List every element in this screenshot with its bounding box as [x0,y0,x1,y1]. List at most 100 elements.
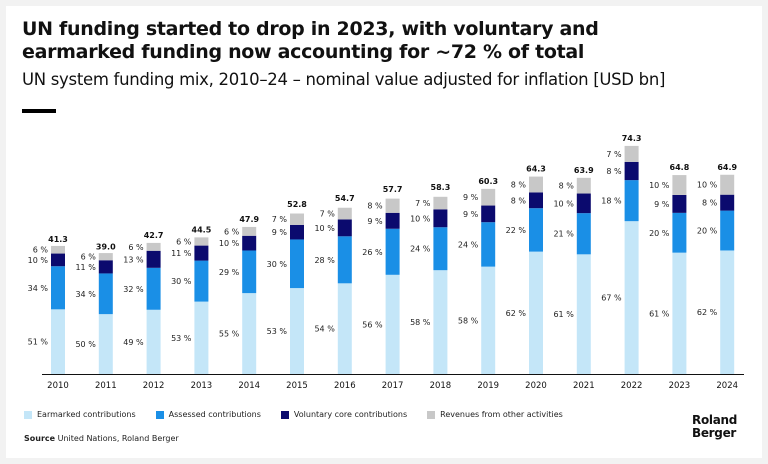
total-label: 64.8 [670,163,690,172]
x-tick-label: 2013 [191,381,213,391]
legend-item-assessed: Assessed contributions [155,410,261,419]
source-note: Source United Nations, Roland Berger [24,434,179,443]
bar-segment-earmarked [98,314,113,374]
x-tick-label: 2021 [573,381,595,391]
data-label-earmarked: 67 % [601,294,622,303]
total-label: 60.3 [478,177,498,186]
data-label-assessed: 34 % [75,290,96,299]
bar-segment-assessed [529,208,543,252]
data-label-other: 8 % [511,180,527,189]
total-label: 42.7 [144,231,164,240]
logo-line-2: Berger [692,426,737,440]
data-label-assessed: 21 % [553,230,574,239]
data-label-earmarked: 53 % [267,327,288,336]
data-label-voluntary: 11 % [75,263,96,272]
bar-segment-other [576,177,591,194]
source-label: Source [24,434,56,443]
bar-segment-assessed [242,250,257,294]
bar-segment-earmarked [529,251,543,374]
data-label-voluntary: 10 % [410,214,431,223]
data-label-other: 7 % [320,210,336,219]
data-label-earmarked: 58 % [410,318,431,327]
title-accent-bar [22,109,56,113]
total-label: 52.8 [287,200,307,209]
legend-label-assessed: Assessed contributions [168,410,261,419]
data-label-assessed: 30 % [267,260,288,269]
bar-segment-other [672,175,687,195]
bar-segment-assessed [146,267,161,310]
data-label-other: 8 % [559,182,575,191]
data-label-voluntary: 10 % [314,224,335,233]
data-label-earmarked: 61 % [649,309,670,318]
data-label-earmarked: 49 % [123,338,144,347]
x-tick-label: 2022 [621,381,643,391]
data-label-voluntary: 10 % [553,199,574,208]
data-label-assessed: 24 % [458,240,479,249]
data-label-voluntary: 10 % [28,256,49,265]
bar-segment-other [337,207,352,220]
data-label-assessed: 22 % [506,226,527,235]
bar-segment-other [433,196,448,210]
data-label-assessed: 26 % [362,248,383,257]
bar-segment-voluntary [194,245,209,261]
data-label-earmarked: 51 % [28,338,49,347]
total-label: 58.3 [431,183,451,192]
data-label-voluntary: 9 % [654,200,670,209]
x-tick-label: 2012 [143,381,165,391]
bar-segment-other [385,198,400,213]
data-label-earmarked: 53 % [171,334,192,343]
bar-segment-other [194,237,209,246]
data-label-other: 6 % [81,253,97,262]
data-label-earmarked: 50 % [75,340,96,349]
data-label-voluntary: 13 % [123,255,144,264]
legend-swatch-assessed [155,410,164,419]
data-label-other: 8 % [367,202,383,211]
data-label-voluntary: 10 % [219,239,240,248]
bar-segment-voluntary [385,212,400,229]
bar-segment-voluntary [146,250,161,268]
data-label-voluntary: 8 % [702,199,718,208]
data-label-assessed: 32 % [123,285,144,294]
legend-swatch-earmarked [24,410,32,419]
bar-segment-earmarked [481,266,496,374]
bar-segment-assessed [337,236,352,284]
x-tick-label: 2011 [95,381,117,391]
bar-segment-assessed [98,273,113,315]
data-label-other: 7 % [272,215,288,224]
title-line-1: UN funding started to drop in 2023, with… [22,18,599,40]
data-label-assessed: 20 % [649,229,670,238]
bar-segment-earmarked [242,293,257,374]
data-label-voluntary: 9 % [367,217,383,226]
bar-segment-earmarked [433,270,448,374]
bar-segment-other [290,213,304,225]
bar-segment-voluntary [576,193,591,214]
bar-segment-earmarked [720,250,735,374]
bar-segment-other [98,253,113,261]
bar-segment-voluntary [242,235,257,251]
data-label-earmarked: 61 % [553,310,574,319]
data-label-voluntary: 8 % [511,196,527,205]
bar-segment-other [51,245,65,254]
total-label: 47.9 [239,215,259,224]
bar-segment-other [481,188,496,206]
bar-segment-assessed [290,239,304,289]
bar-segment-earmarked [576,254,591,374]
data-label-assessed: 24 % [410,245,431,254]
bar-segment-assessed [672,212,687,253]
legend-item-earmarked: Earmarked contributions [24,410,136,419]
total-label: 54.7 [335,194,355,203]
total-label: 63.9 [574,166,594,175]
data-label-other: 10 % [697,181,718,190]
bar-segment-earmarked [51,309,65,374]
x-tick-label: 2010 [47,381,69,391]
data-label-earmarked: 55 % [219,330,240,339]
bar-segment-assessed [385,228,400,275]
data-label-earmarked: 62 % [506,309,527,318]
bar-segment-other [146,242,161,251]
bar-segment-earmarked [385,274,400,374]
data-label-voluntary: 11 % [171,249,192,258]
bar-segment-voluntary [481,205,496,223]
data-label-voluntary: 9 % [463,210,479,219]
legend-label-other: Revenues from other activities [440,410,563,419]
